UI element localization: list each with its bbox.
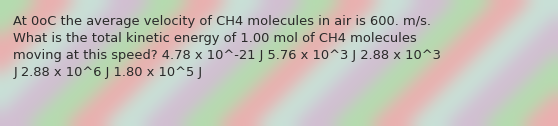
Text: At 0oC the average velocity of CH4 molecules in air is 600. m/s.
What is the tot: At 0oC the average velocity of CH4 molec…	[13, 15, 441, 78]
